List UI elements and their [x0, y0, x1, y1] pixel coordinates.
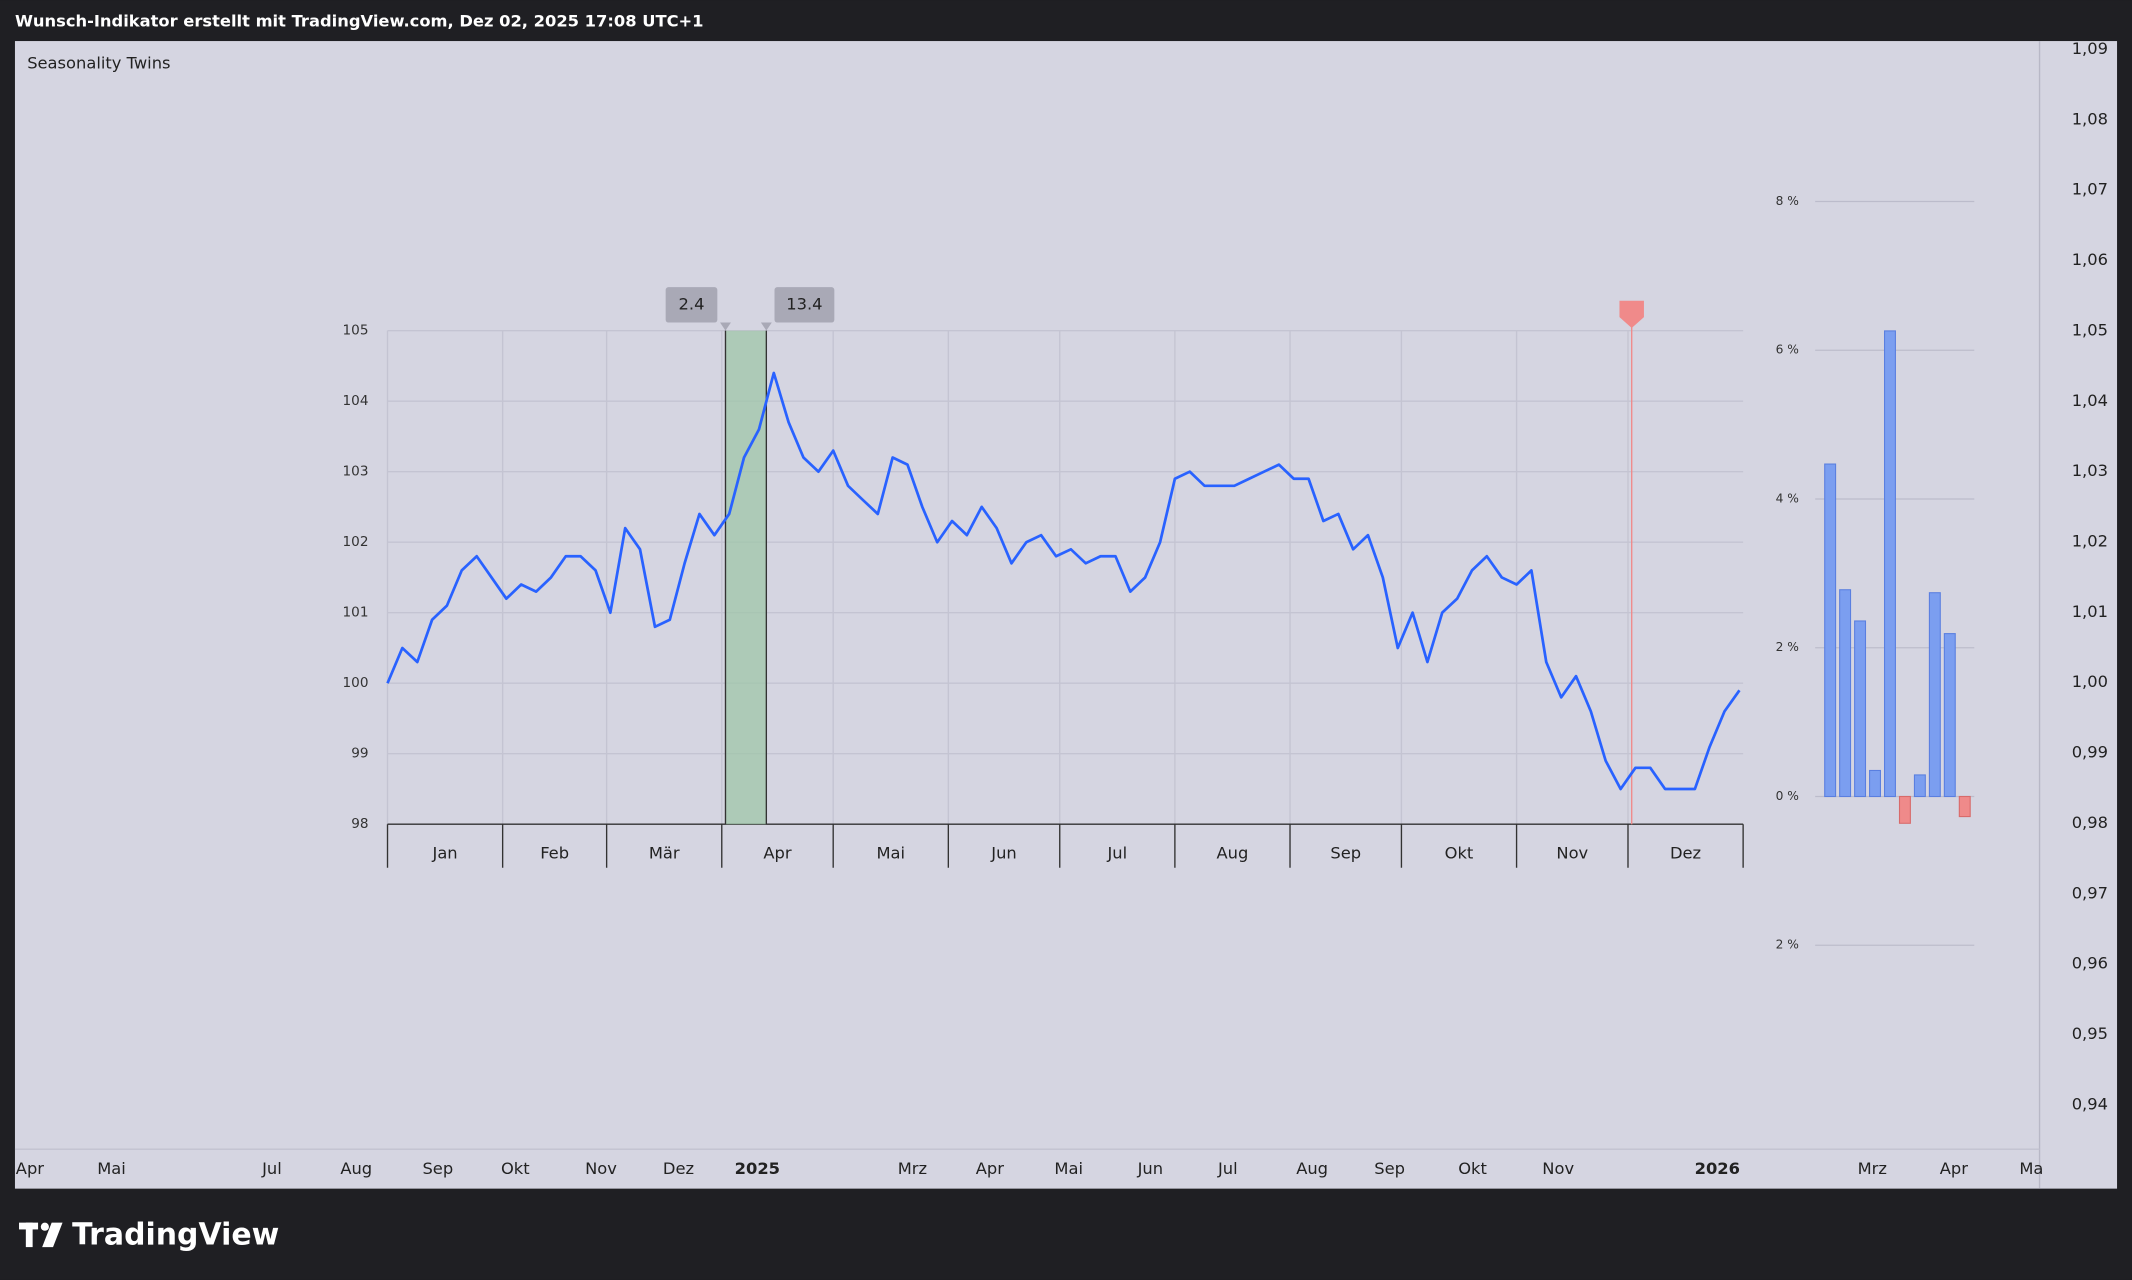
x-tick-label: Feb: [540, 844, 569, 863]
bar: [1898, 795, 1911, 824]
time-tick-label: Ma: [2019, 1159, 2043, 1178]
bar: [1943, 633, 1956, 798]
indicator-name[interactable]: Seasonality Twins: [27, 54, 170, 73]
seasonal-line: [386, 371, 1741, 791]
x-tick-label: Nov: [1556, 844, 1588, 863]
bar: [1928, 592, 1941, 798]
y-tick-label: 6 %: [1776, 343, 1799, 357]
x-tick-label: Mär: [649, 844, 680, 863]
range-label-box: [665, 287, 718, 323]
y-tick-label: 2 %: [1776, 938, 1799, 952]
time-tick-label: Apr: [976, 1159, 1004, 1178]
x-tick-label: Dez: [1670, 844, 1701, 863]
range-label: 13.4: [786, 294, 822, 313]
x-tick-label: Jul: [1106, 844, 1127, 863]
time-tick-label: Dez: [663, 1159, 694, 1178]
price-tick-label: 1,07: [2072, 180, 2108, 199]
time-tick-label: Mrz: [898, 1159, 927, 1178]
bar: [1839, 589, 1852, 798]
price-tick-label: 1,08: [2072, 109, 2108, 128]
x-tick-label: Okt: [1445, 844, 1474, 863]
time-tick-label: Okt: [501, 1159, 530, 1178]
today-marker: [1619, 300, 1644, 328]
x-tick-label: Aug: [1217, 844, 1249, 863]
brand: TradingView: [72, 1218, 279, 1253]
bar: [1854, 620, 1867, 798]
y-tick-label: 8 %: [1776, 194, 1799, 208]
range-label-box: [774, 287, 835, 323]
time-tick-label: Sep: [422, 1159, 453, 1178]
x-tick-label: Sep: [1330, 844, 1361, 863]
time-tick-label: Okt: [1458, 1159, 1487, 1178]
y-tick-label: 100: [343, 675, 369, 691]
price-tick-label: 1,04: [2072, 391, 2108, 410]
price-tick-label: 1,00: [2072, 672, 2108, 691]
y-tick-label: 105: [343, 323, 369, 339]
bar: [1883, 330, 1896, 798]
bar: [1869, 769, 1882, 798]
price-tick-label: 1,03: [2072, 461, 2108, 480]
price-tick-label: 0,99: [2072, 743, 2108, 762]
x-tick-label: Mai: [876, 844, 905, 863]
price-tick-label: 0,96: [2072, 954, 2108, 973]
chart-area: [14, 41, 2118, 1189]
time-tick-label: 2026: [1695, 1159, 1740, 1178]
x-tick-label: Jan: [432, 844, 458, 863]
logo-dot: [40, 1222, 49, 1231]
y-tick-label: 103: [343, 464, 369, 480]
time-tick-label: Apr: [1940, 1159, 1968, 1178]
price-tick-label: 1,02: [2072, 532, 2108, 551]
price-tick-label: 1,05: [2072, 320, 2108, 339]
logo-stem: [25, 1222, 33, 1248]
time-tick-label: Jul: [1217, 1159, 1238, 1178]
bar: [1913, 774, 1926, 798]
x-tick-label: Jun: [990, 844, 1016, 863]
price-tick-label: 0,95: [2072, 1024, 2108, 1043]
time-tick-label: Jun: [1137, 1159, 1163, 1178]
time-tick-label: Nov: [1542, 1159, 1574, 1178]
header: Wunsch-Indikator erstellt mit TradingVie…: [15, 12, 704, 31]
time-tick-label: Mai: [97, 1159, 126, 1178]
y-tick-label: 104: [343, 393, 369, 409]
time-tick-label: Aug: [340, 1159, 372, 1178]
y-tick-label: 4 %: [1776, 491, 1799, 505]
logo-slash: [42, 1222, 63, 1248]
price-tick-label: 1,09: [2072, 39, 2108, 58]
range-label: 2.4: [679, 294, 705, 313]
price-tick-label: 0,97: [2072, 883, 2108, 902]
price-tick-label: 1,06: [2072, 250, 2108, 269]
time-tick-label: Jul: [261, 1159, 282, 1178]
y-tick-label: 0 %: [1776, 789, 1799, 803]
price-tick-label: 0,94: [2072, 1094, 2108, 1113]
y-tick-label: 101: [343, 605, 369, 621]
time-tick-label: Sep: [1374, 1159, 1405, 1178]
y-tick-label: 99: [351, 746, 368, 762]
y-tick-label: 98: [351, 816, 368, 832]
time-tick-label: Mai: [1054, 1159, 1083, 1178]
time-tick-label: Apr: [16, 1159, 44, 1178]
logo[interactable]: TradingView: [19, 1218, 279, 1253]
y-tick-label: 102: [343, 534, 369, 550]
label-pointer: [760, 322, 772, 331]
price-tick-label: 0,98: [2072, 813, 2108, 832]
time-tick-label: Mrz: [1858, 1159, 1887, 1178]
bar: [1958, 795, 1971, 818]
time-tick-label: Aug: [1296, 1159, 1328, 1178]
price-tick-label: 1,01: [2072, 602, 2108, 621]
time-tick-label: 2025: [735, 1159, 780, 1178]
label-pointer: [720, 322, 731, 331]
y-tick-label: 2 %: [1776, 640, 1799, 654]
bar: [1824, 463, 1837, 798]
x-tick-label: Apr: [763, 844, 791, 863]
highlight: [725, 330, 767, 825]
time-tick-label: Nov: [585, 1159, 617, 1178]
